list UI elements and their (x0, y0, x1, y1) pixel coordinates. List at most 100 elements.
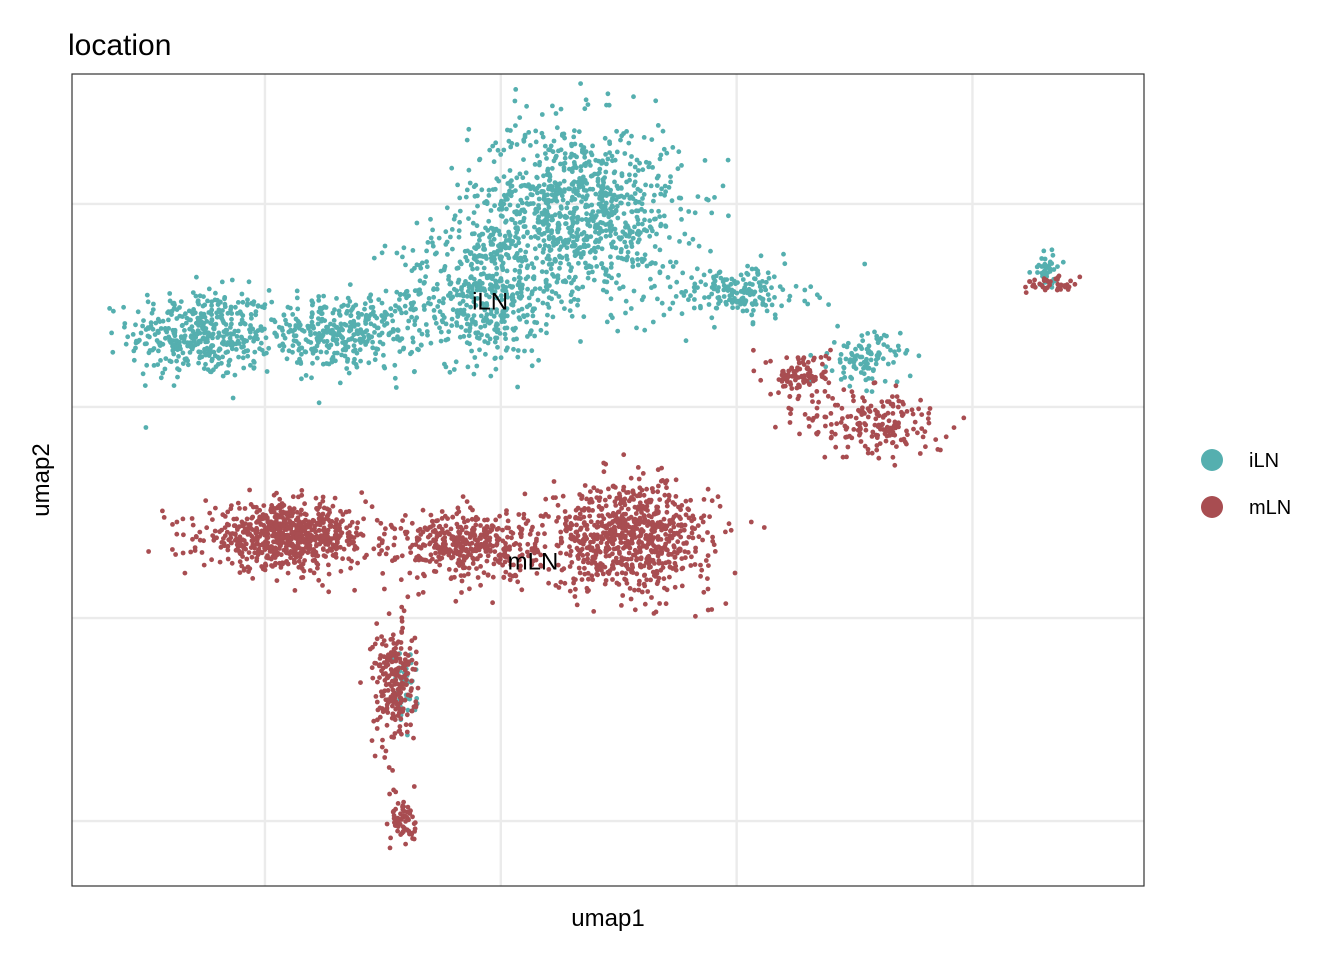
scatter-point (608, 296, 614, 302)
scatter-point (321, 293, 326, 299)
scatter-point (355, 560, 360, 566)
scatter-point (316, 528, 322, 533)
scatter-point (389, 312, 394, 318)
scatter-point (603, 553, 609, 559)
scatter-point (516, 308, 521, 314)
scatter-point (418, 265, 424, 271)
scatter-point (573, 274, 578, 280)
scatter-point (583, 244, 588, 250)
scatter-point (544, 156, 549, 161)
scatter-point (524, 103, 529, 109)
scatter-point (680, 565, 686, 571)
scatter-point (446, 567, 452, 572)
scatter-point (519, 286, 525, 291)
scatter-point (662, 526, 668, 532)
scatter-point (539, 269, 545, 274)
scatter-point (256, 548, 261, 553)
scatter-point (636, 544, 642, 550)
scatter-point (786, 368, 792, 374)
scatter-point (299, 492, 305, 498)
scatter-point (221, 334, 226, 340)
scatter-point (564, 205, 570, 211)
scatter-point (163, 356, 169, 361)
scatter-point (160, 370, 166, 376)
scatter-point (417, 278, 423, 284)
scatter-point (487, 147, 493, 153)
scatter-point (843, 356, 849, 362)
scatter-point (609, 565, 615, 571)
scatter-point (313, 536, 319, 542)
scatter-point (587, 223, 593, 229)
scatter-point (183, 357, 189, 363)
scatter-point (534, 571, 540, 576)
scatter-point (763, 302, 769, 308)
scatter-point (793, 283, 799, 289)
scatter-point (849, 350, 854, 356)
scatter-point (177, 305, 182, 310)
scatter-point (262, 547, 268, 552)
scatter-point (537, 286, 543, 291)
scatter-point (346, 370, 352, 376)
scatter-point (382, 755, 388, 760)
scatter-point (141, 318, 146, 323)
scatter-point (646, 565, 652, 570)
scatter-point (622, 556, 627, 562)
scatter-point (173, 338, 179, 344)
scatter-point (379, 330, 385, 336)
scatter-point (629, 257, 635, 263)
scatter-point (709, 315, 715, 321)
scatter-point (512, 220, 518, 226)
scatter-point (610, 520, 615, 525)
scatter-point (468, 552, 473, 558)
scatter-point (546, 244, 552, 249)
scatter-point (239, 291, 245, 297)
scatter-point (384, 821, 390, 827)
scatter-point (425, 240, 431, 245)
scatter-point (434, 286, 440, 292)
scatter-point (847, 383, 853, 389)
scatter-point (535, 190, 540, 196)
scatter-point (409, 678, 414, 684)
scatter-point (643, 182, 648, 188)
scatter-point (679, 583, 685, 589)
scatter-point (390, 636, 395, 642)
scatter-point (440, 541, 446, 547)
scatter-point (538, 327, 544, 333)
scatter-point (776, 390, 781, 396)
scatter-point (768, 358, 773, 364)
scatter-point (171, 300, 177, 306)
scatter-point (684, 541, 689, 546)
scatter-point (507, 577, 513, 583)
scatter-point (663, 547, 669, 552)
scatter-point (357, 347, 363, 353)
scatter-point (780, 370, 786, 376)
scatter-point (443, 337, 449, 343)
scatter-point (504, 508, 509, 513)
scatter-point (600, 177, 606, 183)
scatter-point (605, 91, 611, 97)
scatter-point (258, 340, 264, 346)
scatter-point (466, 281, 471, 287)
scatter-point (380, 737, 385, 743)
scatter-point (618, 540, 624, 545)
scatter-point (485, 553, 491, 559)
scatter-point (399, 553, 405, 559)
scatter-point (236, 354, 242, 360)
scatter-point (856, 407, 861, 413)
scatter-point (338, 544, 343, 550)
scatter-point (483, 315, 489, 320)
scatter-point (437, 562, 443, 568)
scatter-point (617, 559, 623, 565)
scatter-point (563, 215, 569, 221)
scatter-point (399, 604, 405, 610)
scatter-point (339, 334, 344, 340)
scatter-point (471, 210, 477, 216)
scatter-point (312, 557, 318, 563)
scatter-point (519, 183, 525, 189)
scatter-point (223, 327, 229, 333)
scatter-point (331, 318, 337, 323)
scatter-point (593, 249, 598, 255)
scatter-point (617, 501, 623, 507)
scatter-point (383, 526, 388, 532)
scatter-point (648, 276, 653, 282)
